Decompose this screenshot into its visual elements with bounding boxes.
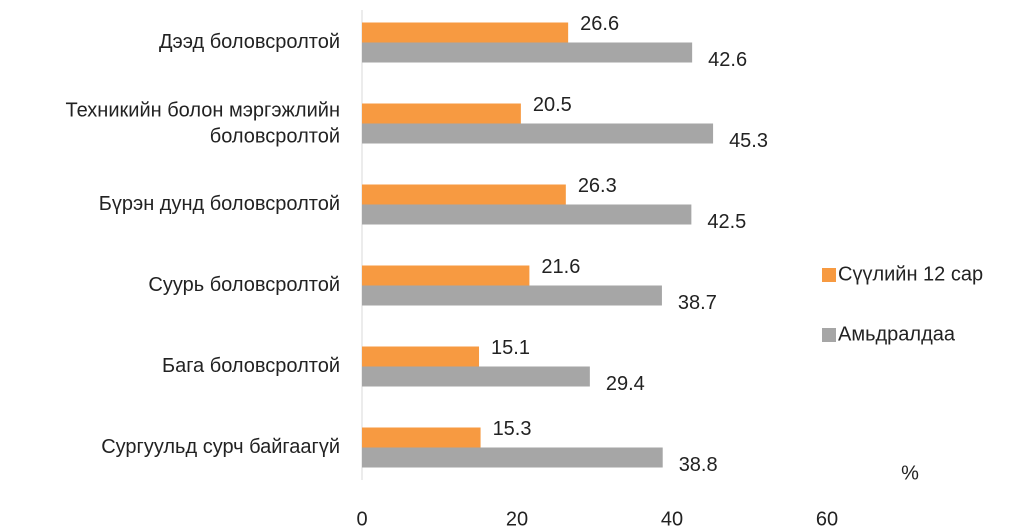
value-label: 15.3	[493, 418, 532, 440]
x-tick-label: 60	[816, 508, 838, 530]
bar	[362, 346, 480, 367]
bar	[362, 42, 693, 63]
value-label: 26.6	[580, 13, 619, 35]
legend-label: Сүүлийн 12 сар	[838, 263, 983, 285]
bar	[362, 184, 566, 205]
bar	[362, 265, 530, 286]
y-tick-label: Дээд боловсролтой	[159, 31, 340, 53]
value-label: 15.1	[491, 337, 530, 359]
value-label: 20.5	[533, 94, 572, 116]
bar	[362, 447, 663, 468]
value-label: 38.8	[679, 454, 718, 476]
value-label: 42.6	[708, 49, 747, 71]
value-label: 26.3	[578, 175, 617, 197]
bar	[362, 366, 590, 387]
x-tick-label: 0	[356, 508, 367, 530]
value-label: 29.4	[606, 373, 645, 395]
bar	[362, 285, 662, 306]
y-tick-label: Сургуульд сурч байгаагүй	[101, 436, 340, 458]
y-tick-label: Бага боловсролтой	[162, 355, 340, 377]
value-label: 38.7	[678, 292, 717, 314]
legend-swatch	[822, 268, 836, 282]
y-tick-label: Суурь боловсролтой	[148, 274, 340, 296]
legend-label: Амьдралдаа	[838, 323, 956, 345]
bar	[362, 22, 569, 43]
value-label: 45.3	[729, 130, 768, 152]
unit-annotation: %	[901, 462, 919, 484]
x-tick-label: 40	[661, 508, 683, 530]
x-tick-label: 20	[506, 508, 528, 530]
bar	[362, 123, 714, 144]
bar	[362, 103, 521, 124]
y-tick-label: Бүрэн дунд боловсролтой	[99, 193, 340, 215]
legend-swatch	[822, 328, 836, 342]
y-tick-label: Техникийн болон мэргэжлийн боловсролтой	[66, 100, 340, 148]
bar	[362, 204, 692, 225]
value-label: 21.6	[541, 256, 580, 278]
bar	[362, 427, 481, 448]
value-label: 42.5	[707, 211, 746, 233]
